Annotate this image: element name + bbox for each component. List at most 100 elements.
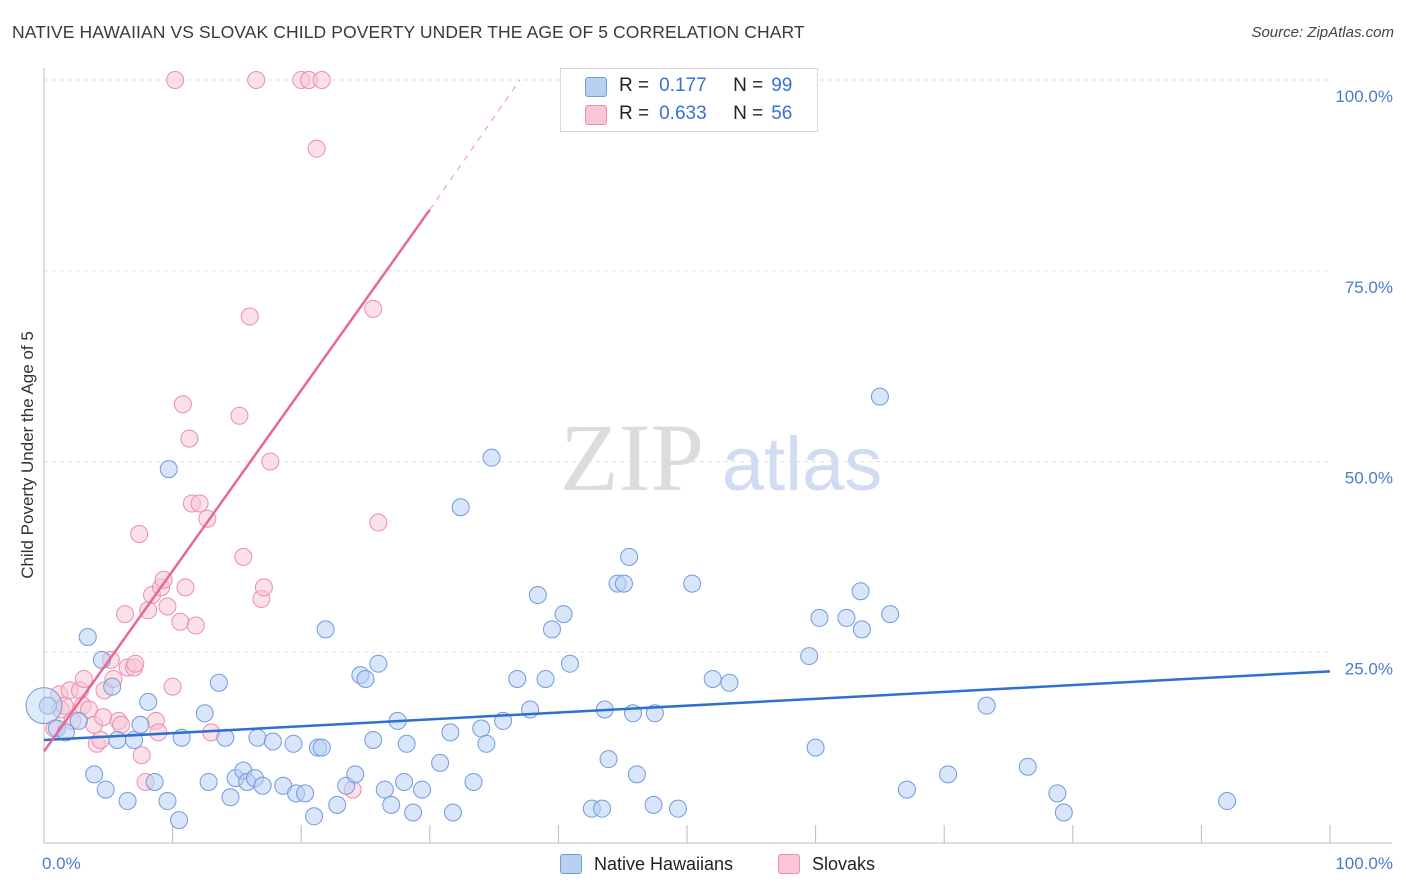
- slovaks-point: [364, 299, 383, 318]
- native-hawaiians-point: [536, 669, 555, 688]
- legend-swatch-blue: [585, 77, 607, 97]
- legend-r-label: R =: [619, 103, 650, 124]
- native-hawaiians-point: [1218, 792, 1237, 811]
- slovaks-point: [186, 616, 205, 635]
- slovaks-point: [180, 429, 199, 448]
- slovaks-point: [190, 494, 209, 513]
- native-hawaiians-point: [382, 795, 401, 814]
- native-hawaiians-point: [346, 765, 365, 784]
- slovaks-point: [166, 71, 185, 89]
- native-hawaiians-point: [614, 574, 633, 593]
- native-hawaiians-point: [108, 730, 127, 749]
- native-hawaiians-point: [284, 734, 303, 753]
- slovaks-point: [230, 406, 249, 425]
- slovaks-point: [312, 71, 331, 89]
- native-hawaiians-point: [103, 677, 122, 696]
- slovaks-point: [173, 395, 192, 414]
- native-hawaiians-point: [158, 792, 177, 811]
- watermark-zip: ZIP: [560, 404, 704, 511]
- legend-n-label: N =: [733, 103, 764, 124]
- native-hawaiians-point: [852, 620, 871, 639]
- bottom-legend-slovaks: Slovaks: [778, 852, 875, 876]
- native-hawaiians-point: [645, 704, 664, 723]
- native-hawaiians-point: [209, 673, 228, 692]
- slovaks-point: [369, 513, 388, 532]
- slovaks-trend-line: [42, 208, 431, 753]
- slovaks-point: [254, 578, 273, 597]
- slovaks-point: [130, 524, 149, 543]
- slovaks-trend-line-extension: [429, 79, 521, 211]
- source-label: Source: ZipAtlas.com: [1251, 24, 1394, 41]
- x-tick-label: 100.0%: [1335, 854, 1393, 873]
- native-hawaiians-point: [139, 692, 158, 711]
- native-hawaiians-point: [443, 803, 462, 822]
- native-hawaiians-point: [482, 448, 501, 467]
- bottom-legend-label: Slovaks: [812, 853, 876, 874]
- slovaks-point: [307, 139, 326, 158]
- native-hawaiians-point: [195, 704, 214, 723]
- y-tick-label: 25.0%: [1345, 659, 1393, 678]
- native-hawaiians-point: [1048, 784, 1067, 803]
- bottom-legend-label: Native Hawaiians: [594, 853, 734, 874]
- native-hawaiians-point: [806, 738, 825, 757]
- native-hawaiians-point: [451, 498, 470, 517]
- legend-row-slovaks: R = 0.633 N = 56: [585, 101, 793, 127]
- slovaks-point: [91, 730, 110, 749]
- native-hawaiians-point: [159, 460, 178, 479]
- native-hawaiians-point: [464, 772, 483, 791]
- slovaks-point: [94, 708, 113, 727]
- native-hawaiians-point: [305, 807, 324, 826]
- slovaks-points: [45, 71, 388, 799]
- slovaks-point: [247, 71, 266, 89]
- grid: [44, 79, 1330, 653]
- slovaks-point: [171, 612, 190, 631]
- native-hawaiians-point: [720, 673, 739, 692]
- native-hawaiians-point: [96, 780, 115, 799]
- native-hawaiians-point: [1054, 803, 1073, 822]
- native-hawaiians-point: [78, 627, 97, 646]
- native-hawaiians-point: [441, 723, 460, 742]
- chart-title: NATIVE HAWAIIAN VS SLOVAK CHILD POVERTY …: [12, 22, 805, 42]
- native-hawaiians-point: [145, 772, 164, 791]
- native-hawaiians-point: [364, 730, 383, 749]
- native-hawaiians-point: [593, 799, 612, 818]
- native-hawaiians-point: [560, 654, 579, 673]
- native-hawaiians-point: [703, 669, 722, 688]
- native-hawaiians-point: [248, 728, 267, 747]
- native-hawaiians-point: [668, 799, 687, 818]
- native-hawaiians-point: [69, 711, 88, 730]
- native-hawaiians-point: [542, 620, 561, 639]
- bottom-legend-native-hawaiians: Native Hawaiians: [560, 852, 733, 876]
- slovaks-point: [234, 547, 253, 566]
- watermark: ZIP atlas: [560, 404, 882, 511]
- native-hawaiians-point: [369, 654, 388, 673]
- native-hawaiians-point: [939, 765, 958, 784]
- native-hawaiians-point: [508, 669, 527, 688]
- native-hawaiians-point-cluster: [25, 687, 63, 725]
- native-hawaiians-point: [413, 780, 432, 799]
- native-hawaiians-point: [554, 605, 573, 624]
- x-tick-label: 0.0%: [42, 854, 81, 873]
- native-hawaiians-point: [118, 792, 137, 811]
- native-hawaiians-trend-line: [43, 670, 1331, 742]
- native-hawaiians-point: [472, 719, 491, 738]
- native-hawaiians-point: [38, 696, 57, 715]
- native-hawaiians-point: [85, 765, 104, 784]
- native-hawaiians-point: [627, 765, 646, 784]
- native-hawaiians-point: [599, 750, 618, 769]
- native-hawaiians-point: [312, 738, 331, 757]
- native-hawaiians-point: [620, 547, 639, 566]
- native-hawaiians-point: [800, 647, 819, 666]
- slovaks-point: [74, 669, 93, 688]
- axes: [43, 68, 1392, 844]
- native-hawaiians-point: [395, 772, 414, 791]
- native-hawaiians-point: [404, 803, 423, 822]
- native-hawaiians-point: [263, 732, 282, 751]
- trend-lines: [42, 79, 1331, 753]
- native-hawaiians-point: [528, 586, 547, 605]
- correlation-legend: R = 0.177 N = 99 R = 0.633 N = 56: [560, 68, 818, 132]
- native-hawaiians-point: [356, 669, 375, 688]
- legend-n-value: 56: [771, 103, 793, 124]
- native-hawaiians-point: [397, 734, 416, 753]
